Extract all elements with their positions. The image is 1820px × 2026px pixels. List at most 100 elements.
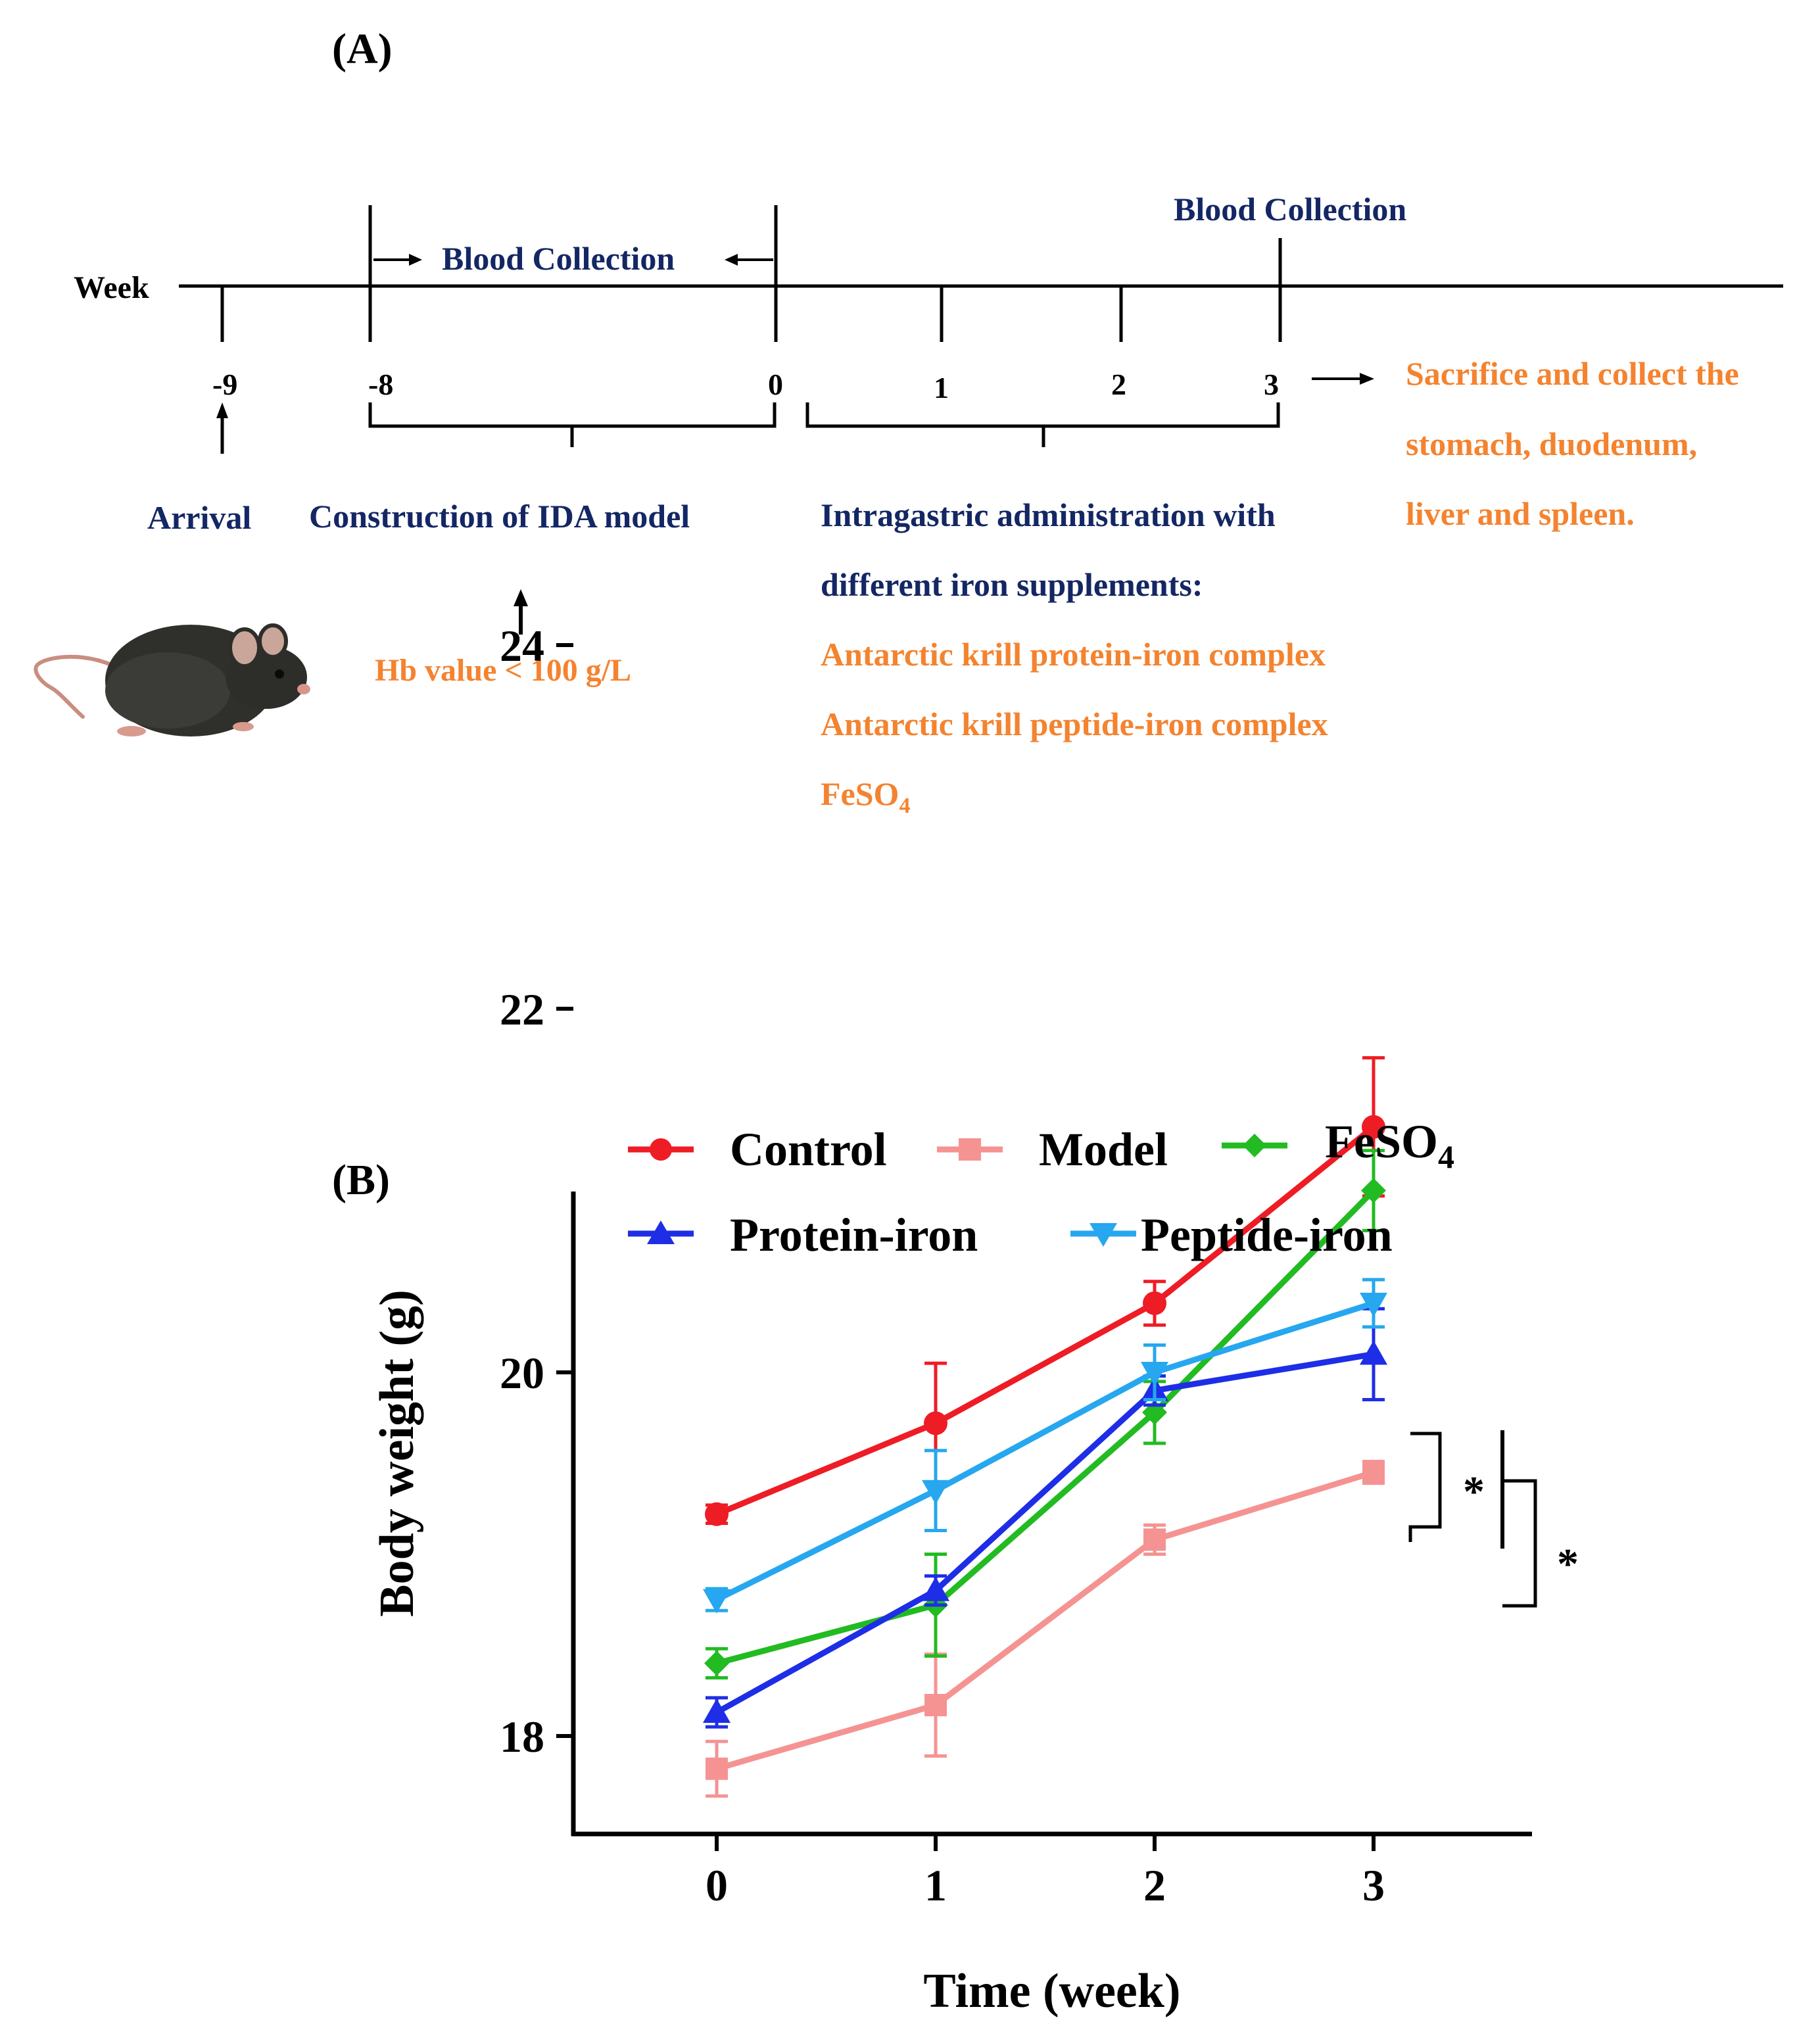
point-control-1 <box>924 1411 947 1435</box>
supplement-3: FeSO4 <box>821 775 910 818</box>
tick-label-minus9: -9 <box>212 368 237 401</box>
sacrifice-line3: liver and spleen. <box>1406 495 1635 532</box>
point-model-1 <box>924 1693 947 1716</box>
hb-value-text: Hb value < 100 g/L <box>375 653 631 688</box>
point-protein-iron-0 <box>703 1699 730 1724</box>
series-line-protein-iron <box>715 1351 1374 1715</box>
legend-marker-peptide-iron <box>1090 1223 1117 1247</box>
point-peptide-iron-3 <box>1360 1292 1387 1317</box>
legend-label-control: Control <box>730 1123 887 1176</box>
mouse-ear-left <box>228 627 261 668</box>
x-tick-label-3: 3 <box>1362 1860 1385 1910</box>
brace-construction <box>368 402 777 447</box>
tick-label-2: 2 <box>1111 368 1126 401</box>
legend-label-protein-iron: Protein-iron <box>730 1209 978 1261</box>
y-tick-label-20: 20 <box>500 1348 544 1398</box>
series-layer <box>703 1056 1387 1798</box>
series-protein-iron <box>703 1307 1387 1729</box>
panel-a-label: (A) <box>332 25 393 73</box>
intragastric-line1: Intragastric administration with <box>821 496 1276 533</box>
point-peptide-iron-2 <box>1141 1362 1168 1386</box>
point-feso4-0 <box>704 1651 729 1676</box>
supplement-1: Antarctic krill protein-iron complex <box>821 636 1326 673</box>
tick-label-0: 0 <box>768 368 783 401</box>
point-protein-iron-1 <box>922 1576 949 1601</box>
x-axis-label: Time (week) <box>923 1964 1180 2018</box>
point-model-0 <box>706 1757 728 1780</box>
tick-label-3: 3 <box>1264 368 1279 401</box>
legend-item-feso4: FeSO4 <box>1222 1115 1454 1175</box>
legend-item-protein-iron: Protein-iron <box>628 1209 978 1261</box>
hb-arrow-icon <box>514 589 528 606</box>
x-tick-label-0: 0 <box>706 1860 728 1910</box>
x-tick-label-2: 2 <box>1143 1860 1166 1910</box>
legend: Control Model FeSO4 Protein-iron Peptide <box>628 1115 1454 1261</box>
series-line-control <box>715 1124 1376 1517</box>
point-model-3 <box>1362 1461 1385 1484</box>
tick-label-1: 1 <box>934 371 949 404</box>
mouse-tail <box>34 654 115 719</box>
y-tick-label-24: 24 <box>500 621 544 671</box>
mouse-belly <box>105 652 230 729</box>
point-control-2 <box>1143 1291 1166 1315</box>
point-control-3 <box>1362 1115 1385 1139</box>
brace-administration <box>805 402 1280 447</box>
point-control-0 <box>705 1502 729 1526</box>
legend-marker-control <box>650 1138 672 1161</box>
significance-star-1: * <box>1463 1468 1485 1516</box>
blood-collection-1: Blood Collection <box>442 240 675 277</box>
legend-label-feso4-sub: 4 <box>1438 1138 1454 1175</box>
supplement-3-sub: 4 <box>899 794 910 818</box>
arrival-arrow-icon <box>216 402 228 418</box>
legend-label-control-text: Control <box>730 1123 887 1176</box>
sacrifice-arrow-icon <box>1360 373 1374 385</box>
legend-label-feso4: FeSO4 <box>1325 1115 1454 1175</box>
legend-marker-feso4 <box>1243 1134 1266 1157</box>
significance-star-2: * <box>1557 1540 1579 1588</box>
y-ticks: 18 20 22 24 <box>500 621 573 1762</box>
point-model-2 <box>1143 1528 1166 1551</box>
supplement-3-main: FeSO <box>821 775 899 812</box>
legend-marker-model <box>959 1138 981 1161</box>
x-tick-label-1: 1 <box>924 1860 947 1910</box>
series-peptide-iron <box>703 1278 1387 1614</box>
tick-label-minus8: -8 <box>368 368 393 401</box>
legend-item-control: Control <box>628 1123 887 1176</box>
sacrifice-line1: Sacrifice and collect the <box>1406 355 1739 392</box>
panel-b: (B) 18 20 22 24 0 1 2 3 Body weight (g) Time (… <box>332 621 1579 2018</box>
panel-a: (A) Week -9 -8 0 1 2 3 Blood Collection … <box>34 25 1783 818</box>
point-feso4-3 <box>1361 1178 1386 1203</box>
blood-collection-2: Blood Collection <box>1174 191 1406 228</box>
legend-label-model: Model <box>1039 1123 1168 1176</box>
mouse-hind-paw <box>117 726 146 736</box>
mouse-nose <box>297 684 310 694</box>
legend-label-model-text: Model <box>1039 1123 1168 1176</box>
x-ticks: 0 1 2 3 <box>706 1834 1385 1910</box>
legend-marker-protein-iron <box>647 1220 675 1244</box>
point-protein-iron-3 <box>1360 1340 1387 1365</box>
supplement-2: Antarctic krill peptide-iron complex <box>821 706 1328 742</box>
y-tick-label-18: 18 <box>500 1712 544 1762</box>
series-line-feso4 <box>715 1188 1376 1666</box>
legend-label-protein-iron-text: Protein-iron <box>730 1209 978 1261</box>
arrival-text: Arrival <box>147 499 251 536</box>
arrow-right-icon <box>409 254 422 266</box>
mouse-eye <box>275 669 284 679</box>
legend-label-peptide-iron-text: Peptide-iron <box>1141 1209 1393 1261</box>
significance-bracket-1 <box>1408 1432 1442 1542</box>
sacrifice-line2: stomach, duodenum, <box>1406 425 1697 462</box>
week-label: Week <box>74 270 149 305</box>
significance-bracket-2 <box>1502 1479 1537 1608</box>
series-line-model <box>715 1469 1375 1772</box>
legend-item-model: Model <box>937 1123 1168 1176</box>
mouse-illustration <box>34 623 310 736</box>
legend-label-feso4-main: FeSO <box>1325 1115 1438 1168</box>
series-line-peptide-iron <box>715 1300 1375 1603</box>
point-peptide-iron-1 <box>922 1480 949 1505</box>
point-peptide-iron-0 <box>703 1589 730 1614</box>
arrow-left-icon <box>725 254 738 266</box>
y-tick-label-22: 22 <box>500 984 544 1034</box>
construction-text: Construction of IDA model <box>309 498 690 535</box>
y-axis-label: Body weight (g) <box>370 1290 424 1616</box>
